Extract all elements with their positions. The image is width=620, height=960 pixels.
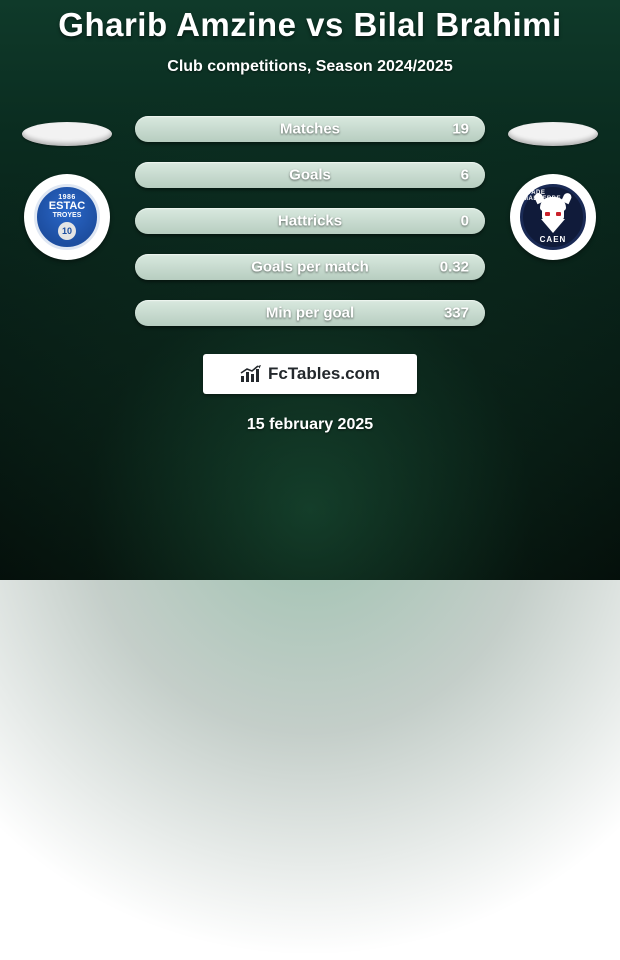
main-row: 1986 ESTAC TROYES 10 Matches 19 Goals 6 …: [0, 116, 620, 326]
stat-label: Matches: [280, 121, 340, 138]
right-column: STADE MALHERBE CAEN: [503, 116, 603, 260]
player-oval-right: [508, 122, 598, 146]
player-oval-left: [22, 122, 112, 146]
caen-crest-icon: STADE MALHERBE CAEN: [520, 184, 586, 250]
stat-row-goals-per-match: Goals per match 0.32: [135, 254, 485, 280]
stat-value: 337: [444, 305, 469, 322]
crest-number: 10: [58, 222, 76, 240]
crest-name2: TROYES: [53, 212, 82, 220]
stat-row-hattricks: Hattricks 0: [135, 208, 485, 234]
date-line: 15 february 2025: [0, 416, 620, 434]
stat-value: 0.32: [440, 259, 469, 276]
subtitle: Club competitions, Season 2024/2025: [0, 58, 620, 76]
left-column: 1986 ESTAC TROYES 10: [17, 116, 117, 260]
crest-bottom-text: CAEN: [540, 235, 567, 244]
estac-crest-icon: 1986 ESTAC TROYES 10: [34, 184, 100, 250]
brand-text: FcTables.com: [268, 364, 380, 384]
stat-row-goals: Goals 6: [135, 162, 485, 188]
stat-row-matches: Matches 19: [135, 116, 485, 142]
stat-label: Goals per match: [251, 259, 369, 276]
stat-value: 6: [461, 167, 469, 184]
brand-box: FcTables.com: [203, 354, 417, 394]
page-title: Gharib Amzine vs Bilal Brahimi: [0, 6, 620, 44]
stats-column: Matches 19 Goals 6 Hattricks 0 Goals per…: [135, 116, 485, 326]
stat-row-min-per-goal: Min per goal 337: [135, 300, 485, 326]
crest-name1: ESTAC: [49, 201, 85, 212]
club-crest-right: STADE MALHERBE CAEN: [510, 174, 596, 260]
club-crest-left: 1986 ESTAC TROYES 10: [24, 174, 110, 260]
stat-label: Goals: [289, 167, 331, 184]
stat-value: 19: [452, 121, 469, 138]
stat-value: 0: [461, 213, 469, 230]
stat-label: Hattricks: [278, 213, 342, 230]
stat-label: Min per goal: [266, 305, 354, 322]
viking-icon: [533, 197, 573, 237]
bar-chart-icon: [240, 365, 262, 383]
